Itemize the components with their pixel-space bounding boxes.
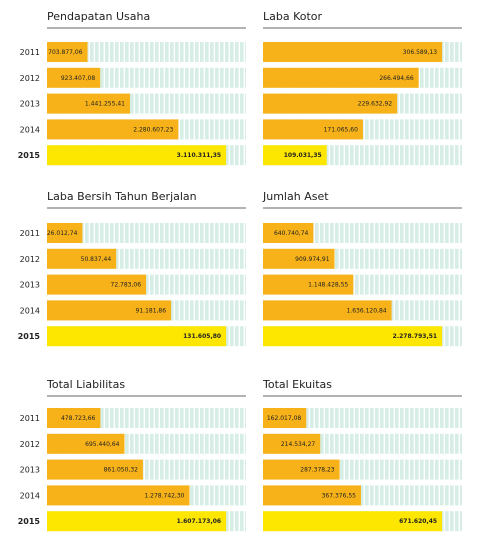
value-label: 640.740,74 xyxy=(274,230,309,237)
bar xyxy=(263,459,340,480)
year-label: 2015 xyxy=(18,151,41,160)
value-label: 478.723,66 xyxy=(61,415,96,422)
value-label: 909.974,91 xyxy=(295,256,330,263)
bar xyxy=(263,300,392,321)
value-label: 695.440,64 xyxy=(85,441,120,448)
bar xyxy=(263,248,335,269)
bar xyxy=(263,433,321,454)
chart-title: Laba Bersih Tahun Berjalan xyxy=(47,190,197,203)
bar xyxy=(263,67,419,88)
bar xyxy=(47,326,227,347)
bar xyxy=(47,145,227,166)
bar xyxy=(263,93,398,114)
bar xyxy=(47,300,172,321)
year-label: 2012 xyxy=(20,440,40,449)
bar xyxy=(263,223,314,243)
track xyxy=(47,42,246,62)
bar xyxy=(263,145,327,166)
year-label: 2014 xyxy=(20,125,40,134)
year-label: 2013 xyxy=(20,281,40,290)
bar xyxy=(47,433,125,454)
bar xyxy=(47,223,83,243)
year-label: 2011 xyxy=(20,414,40,423)
year-label: 2015 xyxy=(18,517,41,526)
bar xyxy=(47,248,117,269)
value-label: 109.031,35 xyxy=(284,152,322,159)
year-label: 2011 xyxy=(20,229,40,238)
value-label: 1.278.742,30 xyxy=(144,492,184,499)
value-label: 861.050,32 xyxy=(104,467,139,474)
year-label: 2014 xyxy=(20,306,40,315)
value-label: 2.280.607,23 xyxy=(133,126,173,133)
track xyxy=(263,408,462,428)
value-label: 162.017,08 xyxy=(267,415,302,422)
value-label: 671.620,45 xyxy=(399,518,437,525)
chart-title: Total Ekuitas xyxy=(262,378,332,391)
value-label: 229.632,92 xyxy=(358,101,393,108)
value-label: 287.378,23 xyxy=(300,467,335,474)
value-label: 266.494,66 xyxy=(379,75,414,82)
bar xyxy=(47,93,130,114)
bar xyxy=(47,511,227,532)
value-label: 367.376,55 xyxy=(322,492,357,499)
bar xyxy=(263,408,307,428)
bar xyxy=(263,326,443,347)
year-label: 2012 xyxy=(20,255,40,264)
value-label: 50.837,44 xyxy=(81,256,112,263)
value-label: 703.877,06 xyxy=(48,49,83,56)
value-label: 3.110.311,35 xyxy=(177,152,221,159)
bar xyxy=(47,274,147,295)
value-label: 214.534,27 xyxy=(281,441,316,448)
value-label: 26.012,74 xyxy=(47,230,78,237)
chart-title: Laba Kotor xyxy=(263,10,323,23)
value-label: 1.441.255,41 xyxy=(85,101,125,108)
bar xyxy=(47,42,88,62)
year-label: 2014 xyxy=(20,491,40,500)
bar xyxy=(263,42,443,62)
chart-title: Jumlah Aset xyxy=(262,190,329,203)
bar xyxy=(47,119,179,140)
year-label: 2011 xyxy=(20,48,40,57)
year-label: 2013 xyxy=(20,466,40,475)
bar xyxy=(263,119,363,140)
chart-title: Pendapatan Usaha xyxy=(47,10,150,23)
year-label: 2012 xyxy=(20,74,40,83)
year-label: 2015 xyxy=(18,332,41,341)
year-label: 2013 xyxy=(20,100,40,109)
value-label: 1.148.428,55 xyxy=(308,282,348,289)
value-label: 306.589,13 xyxy=(403,49,438,56)
value-label: 1.607.173,06 xyxy=(177,518,221,525)
value-label: 72.783,06 xyxy=(111,282,142,289)
bar xyxy=(47,67,101,88)
bar xyxy=(47,485,190,506)
track xyxy=(47,223,246,243)
bar xyxy=(263,511,443,532)
bar xyxy=(47,408,101,428)
value-label: 171.065,60 xyxy=(324,126,359,133)
value-label: 91.181,86 xyxy=(136,307,167,314)
value-label: 923.407,08 xyxy=(61,75,96,82)
value-label: 131.605,80 xyxy=(183,333,221,340)
bar xyxy=(263,485,361,506)
chart-title: Total Liabilitas xyxy=(46,378,125,391)
bar xyxy=(263,274,354,295)
bar xyxy=(47,459,143,480)
value-label: 1.636.120,84 xyxy=(347,307,387,314)
value-label: 2.278.793,51 xyxy=(393,333,437,340)
